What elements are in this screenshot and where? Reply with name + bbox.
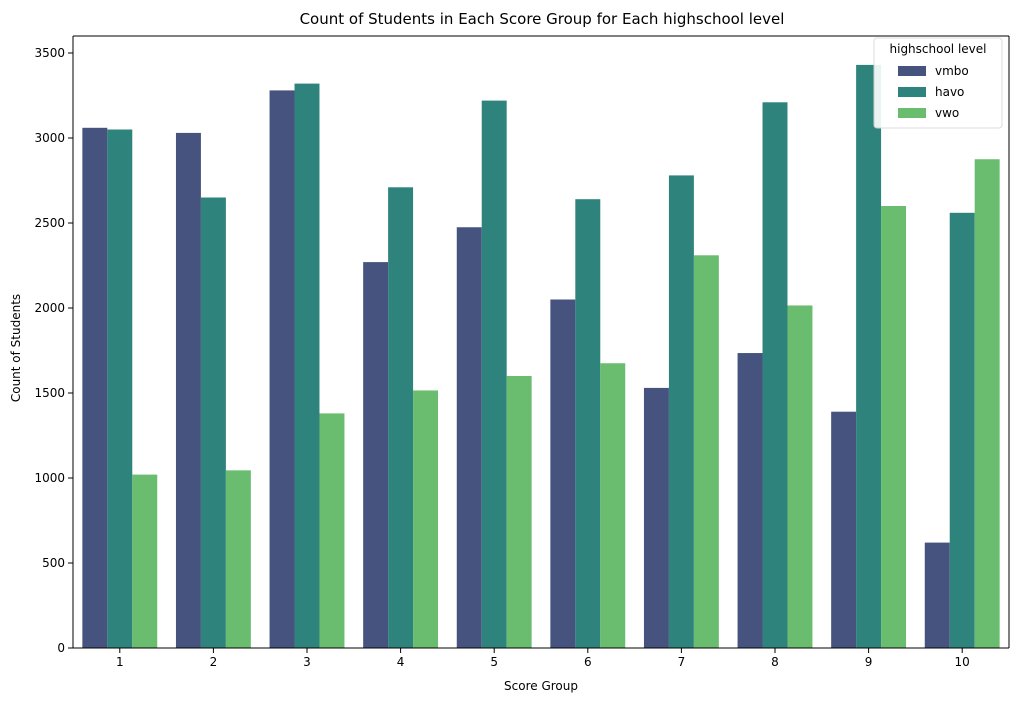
bar-vmbo-score-group-4 xyxy=(363,262,389,648)
bar-vmbo-score-group-7 xyxy=(643,387,669,648)
bar-vmbo-score-group-2 xyxy=(175,132,201,648)
legend-label-vwo: vwo xyxy=(935,106,959,120)
x-tick-label-7: 7 xyxy=(678,655,686,669)
bar-vmbo-score-group-1 xyxy=(82,127,108,649)
plot-area: 0 500 1000 1500 2000 2500 3000 3500 1 2 3 4 5 6 7 8 9 10 h… xyxy=(34,35,1010,669)
legend-title: highschool level xyxy=(890,42,987,56)
y-tick-label-3500: 3500 xyxy=(34,46,65,60)
x-tick-label-3: 3 xyxy=(303,655,311,669)
bar-vmbo-score-group-8 xyxy=(737,353,763,648)
bar-havo-score-group-7 xyxy=(668,175,694,648)
bar-havo-score-group-3 xyxy=(294,83,320,649)
legend-swatch-vwo xyxy=(898,108,926,118)
x-tick-label-8: 8 xyxy=(771,655,779,669)
legend-box xyxy=(873,37,1003,129)
legend-label-vmbo: vmbo xyxy=(935,64,969,78)
bar-vmbo-score-group-10 xyxy=(924,542,950,648)
y-tick-label-3000: 3000 xyxy=(34,131,65,145)
x-tick-label-10: 10 xyxy=(955,655,970,669)
bar-vwo-score-group-8 xyxy=(787,305,813,648)
x-tick-label-4: 4 xyxy=(397,655,405,669)
bar-vmbo-score-group-3 xyxy=(269,90,295,648)
x-tick-label-1: 1 xyxy=(116,655,124,669)
bar-havo-score-group-6 xyxy=(575,199,601,648)
x-tick-label-6: 6 xyxy=(584,655,592,669)
y-tick-label-0: 0 xyxy=(57,641,65,655)
bar-vwo-score-group-1 xyxy=(132,474,158,648)
bar-vwo-score-group-9 xyxy=(881,206,907,648)
bar-vmbo-score-group-9 xyxy=(831,411,857,648)
legend-swatch-vmbo xyxy=(898,66,926,76)
bar-vwo-score-group-3 xyxy=(319,413,345,648)
bar-vwo-score-group-5 xyxy=(506,376,532,648)
legend-label-havo: havo xyxy=(935,85,964,99)
y-tick-label-1500: 1500 xyxy=(34,386,65,400)
y-tick-label-500: 500 xyxy=(42,556,65,570)
bar-havo-score-group-4 xyxy=(388,187,414,649)
x-tick-label-5: 5 xyxy=(490,655,498,669)
bar-vmbo-score-group-6 xyxy=(550,299,576,648)
x-tick-label-2: 2 xyxy=(210,655,218,669)
y-tick-label-1000: 1000 xyxy=(34,471,65,485)
chart-title: Count of Students in Each Score Group fo… xyxy=(300,10,785,28)
bar-vwo-score-group-7 xyxy=(693,255,719,649)
bar-havo-score-group-5 xyxy=(481,100,507,649)
bar-vmbo-score-group-5 xyxy=(456,227,482,648)
bar-havo-score-group-10 xyxy=(949,212,975,649)
bar-vwo-score-group-2 xyxy=(225,470,251,648)
y-tick-label-2000: 2000 xyxy=(34,301,65,315)
bar-vwo-score-group-4 xyxy=(413,390,439,648)
bar-havo-score-group-8 xyxy=(762,102,788,649)
x-tick-label-9: 9 xyxy=(865,655,873,669)
y-tick-label-2500: 2500 xyxy=(34,216,65,230)
x-axis-label: Score Group xyxy=(504,679,578,693)
bar-vwo-score-group-6 xyxy=(600,363,626,648)
bar-havo-score-group-2 xyxy=(200,197,226,648)
bar-vwo-score-group-10 xyxy=(974,159,1000,648)
legend-swatch-havo xyxy=(898,87,926,97)
bar-havo-score-group-1 xyxy=(107,129,133,648)
y-axis-label: Count of Students xyxy=(9,294,23,402)
bar-havo-score-group-9 xyxy=(856,64,882,648)
